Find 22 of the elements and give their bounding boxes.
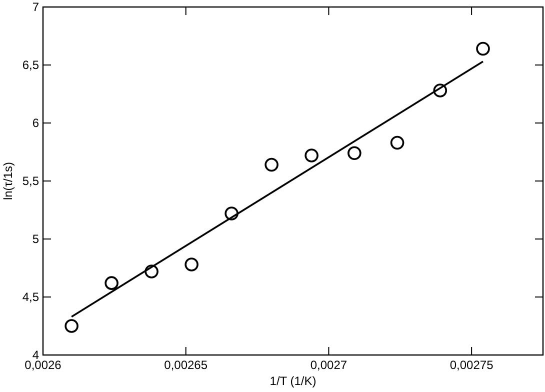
point bbox=[104, 276, 118, 290]
point bbox=[64, 319, 78, 333]
point bbox=[144, 264, 158, 278]
point bbox=[264, 158, 278, 172]
y-axis-title: ln(τ/1s) bbox=[1, 162, 15, 200]
point bbox=[304, 148, 318, 162]
y-tick-label: 4,5 bbox=[22, 290, 40, 304]
x-tick-label: 0,0027 bbox=[310, 358, 348, 372]
point bbox=[224, 206, 238, 220]
y-tick-label: 5,5 bbox=[22, 174, 40, 188]
point bbox=[348, 146, 362, 160]
point bbox=[390, 136, 404, 150]
point bbox=[433, 84, 448, 98]
y-tick-label: 6 bbox=[32, 116, 40, 130]
point bbox=[476, 42, 490, 56]
x-tick-label: 0,00275 bbox=[450, 358, 494, 372]
y-tick-label: 5 bbox=[32, 232, 40, 246]
point bbox=[184, 258, 198, 272]
x-axis-title: 1/T (1/K) bbox=[270, 374, 316, 388]
y-tick-label: 6,5 bbox=[22, 58, 40, 72]
y-tick-label: 7 bbox=[32, 0, 40, 14]
x-tick-label: 0,00265 bbox=[164, 358, 208, 372]
